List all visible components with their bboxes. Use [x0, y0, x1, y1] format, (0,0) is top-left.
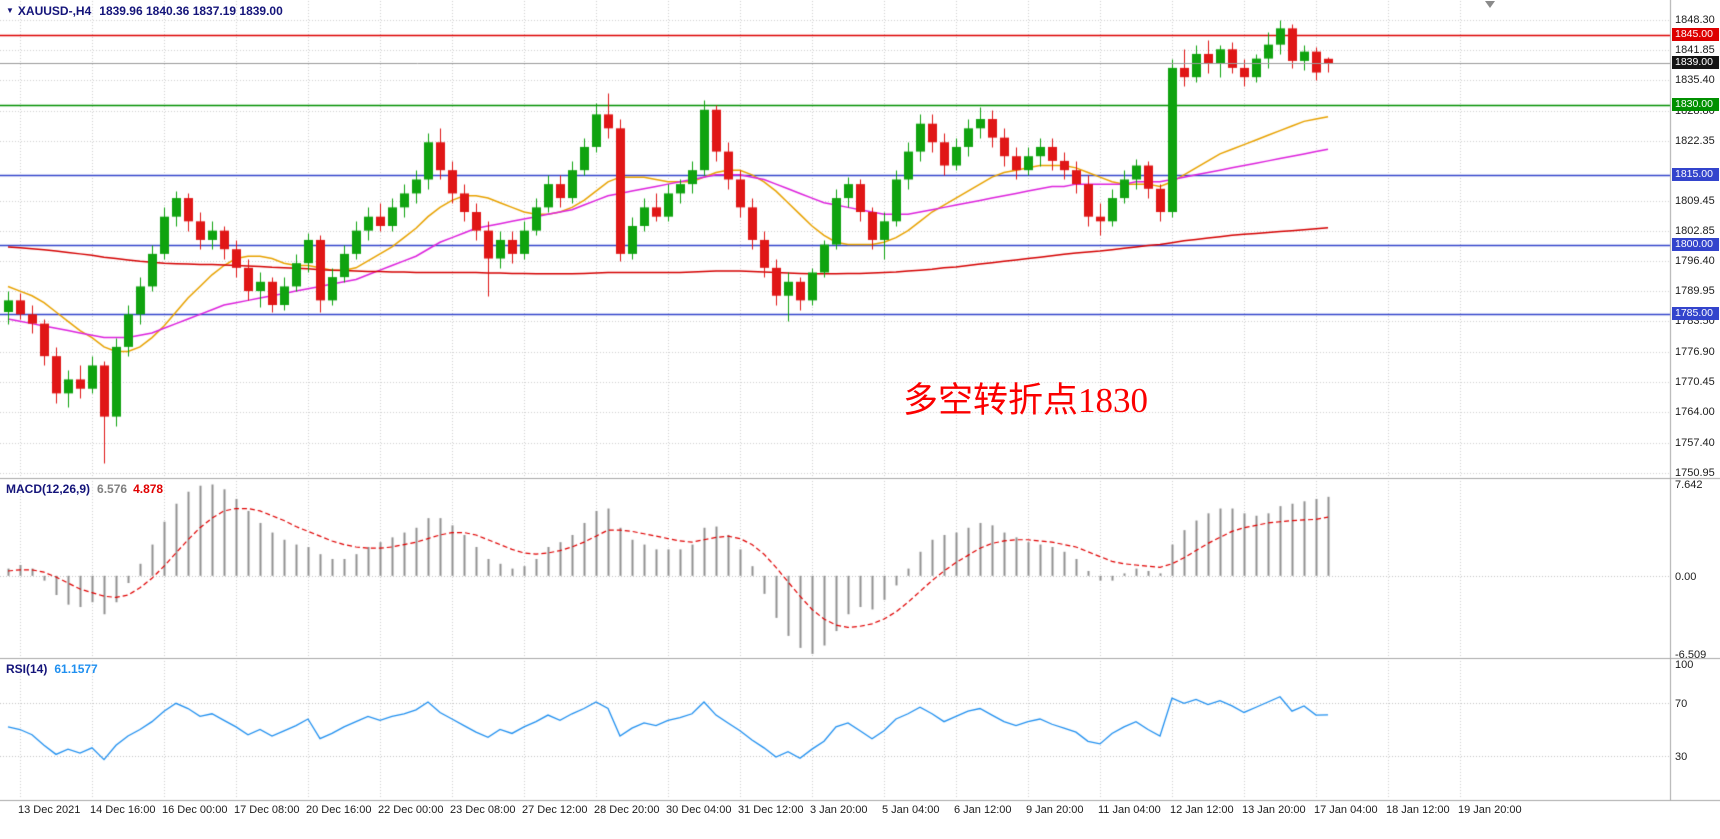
price-axis-tick: 1802.85: [1675, 225, 1715, 238]
price-axis-tick: 1770.45: [1675, 375, 1715, 388]
price-level-badge: 1815.00: [1672, 167, 1719, 181]
macd-label: MACD(12,26,9) 6.576 4.878: [6, 482, 163, 496]
current-price-badge: 1839.00: [1672, 56, 1719, 70]
time-axis-label: 22 Dec 00:00: [378, 804, 444, 816]
price-axis-tick: 1848.30: [1675, 13, 1715, 26]
price-axis-tick: 1764.00: [1675, 405, 1715, 418]
price-axis-tick: 1809.45: [1675, 194, 1715, 207]
price-axis-tick: 1841.85: [1675, 43, 1715, 56]
rsi-axis-tick: 100: [1675, 659, 1694, 671]
price-level-badge: 1800.00: [1672, 237, 1719, 251]
time-axis-label: 17 Dec 08:00: [234, 804, 300, 816]
time-axis-label: 17 Jan 04:00: [1314, 804, 1378, 816]
symbol-period-label: XAUUSD-,H4: [17, 4, 92, 18]
time-axis-label: 13 Dec 2021: [18, 804, 81, 816]
rsi-label: RSI(14) 61.1577: [6, 662, 98, 676]
macd-signal-value: 4.878: [133, 482, 164, 496]
price-level-badge: 1845.00: [1672, 28, 1719, 42]
time-axis-label: 14 Dec 16:00: [90, 804, 156, 816]
time-axis-label: 11 Jan 04:00: [1098, 804, 1161, 816]
ohlc-readout: 1839.96 1840.36 1837.19 1839.00: [99, 4, 283, 18]
price-level-badge: 1830.00: [1672, 98, 1719, 112]
time-axis-label: 13 Jan 20:00: [1242, 804, 1306, 816]
time-axis-label: 19 Jan 20:00: [1458, 804, 1522, 816]
price-axis-tick: 1796.40: [1675, 255, 1715, 268]
time-axis-label: 6 Jan 12:00: [954, 804, 1012, 816]
price-axis-tick: 1835.40: [1675, 73, 1715, 86]
price-level-badge: 1785.00: [1672, 307, 1719, 321]
macd-main-value: 6.576: [97, 482, 128, 496]
time-axis-label: 16 Dec 00:00: [162, 804, 228, 816]
time-axis-label: 3 Jan 20:00: [810, 804, 868, 816]
time-axis-label: 31 Dec 12:00: [738, 804, 804, 816]
dropdown-caret-icon[interactable]: ▼: [6, 6, 14, 15]
chart-title: ▼ XAUUSD-,H4 1839.96 1840.36 1837.19 1839.…: [6, 4, 283, 18]
chart-annotation: 多空转折点1830: [903, 381, 1149, 420]
macd-name: MACD(12,26,9): [6, 482, 91, 496]
time-axis-label: 9 Jan 20:00: [1026, 804, 1084, 816]
rsi-value: 61.1577: [54, 662, 98, 676]
price-axis-tick: 1776.90: [1675, 345, 1715, 358]
shift-marker-icon: [1485, 1, 1495, 8]
time-axis-label: 12 Jan 12:00: [1170, 804, 1234, 816]
time-axis-label: 5 Jan 04:00: [882, 804, 940, 816]
price-axis-tick: 1822.35: [1675, 134, 1715, 147]
time-axis-label: 27 Dec 12:00: [522, 804, 588, 816]
rsi-name: RSI(14): [6, 662, 48, 676]
price-axis-tick: 1750.95: [1675, 466, 1715, 479]
time-axis-label: 30 Dec 04:00: [666, 804, 732, 816]
macd-axis-tick: 0.00: [1675, 570, 1697, 583]
macd-axis-tick: 7.642: [1675, 479, 1703, 491]
price-axis-tick: 1757.40: [1675, 436, 1715, 449]
time-axis-label: 23 Dec 08:00: [450, 804, 516, 816]
time-axis-label: 18 Jan 12:00: [1386, 804, 1450, 816]
time-axis-label: 28 Dec 20:00: [594, 804, 660, 816]
rsi-axis-tick: 30: [1675, 750, 1688, 763]
price-axis-tick: 1789.95: [1675, 285, 1715, 298]
macd-axis-tick: -6.509: [1675, 649, 1707, 661]
rsi-axis-tick: 70: [1675, 698, 1688, 711]
time-axis-label: 20 Dec 16:00: [306, 804, 372, 816]
